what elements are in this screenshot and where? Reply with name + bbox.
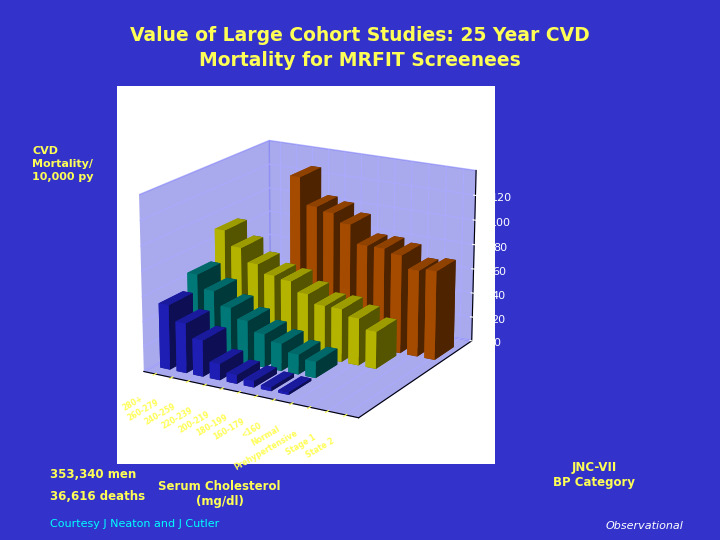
Text: Courtesy J Neaton and J Cutler: Courtesy J Neaton and J Cutler <box>50 519 220 529</box>
Text: Mortality for MRFIT Screenees: Mortality for MRFIT Screenees <box>199 51 521 70</box>
Text: Serum Cholesterol
(mg/dl): Serum Cholesterol (mg/dl) <box>158 480 281 508</box>
Text: 36,616 deaths: 36,616 deaths <box>50 489 145 503</box>
Text: JNC-VII
BP Category: JNC-VII BP Category <box>553 461 635 489</box>
Text: 353,340 men: 353,340 men <box>50 468 137 481</box>
Text: CVD
Mortality/
10,000 py: CVD Mortality/ 10,000 py <box>32 146 94 182</box>
Text: Observational: Observational <box>606 521 683 531</box>
Text: Value of Large Cohort Studies: 25 Year CVD: Value of Large Cohort Studies: 25 Year C… <box>130 25 590 45</box>
